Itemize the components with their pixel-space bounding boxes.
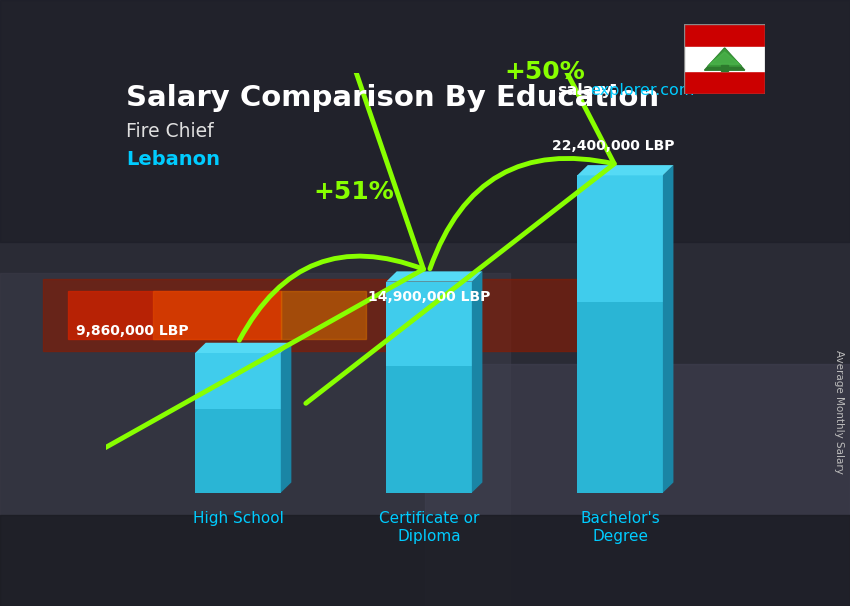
Polygon shape	[196, 343, 292, 353]
Bar	[0, 515, 850, 606]
Text: 9,860,000 LBP: 9,860,000 LBP	[76, 324, 189, 338]
Text: Bachelor's
Degree: Bachelor's Degree	[581, 511, 660, 544]
Text: salary: salary	[558, 83, 612, 98]
Polygon shape	[577, 302, 663, 493]
Text: 14,900,000 LBP: 14,900,000 LBP	[368, 290, 490, 304]
Bar	[280, 291, 366, 339]
Text: Salary Comparison By Education: Salary Comparison By Education	[126, 84, 659, 112]
Bar	[684, 47, 765, 72]
Text: explorer.com: explorer.com	[591, 83, 694, 98]
Text: High School: High School	[193, 511, 283, 527]
FancyArrowPatch shape	[83, 0, 423, 460]
Polygon shape	[710, 52, 740, 64]
Polygon shape	[705, 48, 745, 70]
Polygon shape	[196, 409, 280, 493]
Polygon shape	[663, 165, 673, 493]
Text: 22,400,000 LBP: 22,400,000 LBP	[552, 139, 675, 153]
Bar	[0, 273, 510, 606]
Bar	[42, 279, 595, 351]
FancyArrowPatch shape	[306, 0, 615, 404]
Polygon shape	[472, 271, 483, 493]
Polygon shape	[280, 343, 292, 493]
Bar	[153, 291, 280, 339]
Text: +51%: +51%	[313, 180, 394, 204]
Polygon shape	[386, 366, 472, 493]
Text: Certificate or
Diploma: Certificate or Diploma	[379, 511, 479, 544]
Text: Average Monthly Salary: Average Monthly Salary	[834, 350, 844, 474]
Text: +50%: +50%	[504, 60, 585, 84]
Bar	[684, 72, 765, 94]
Polygon shape	[196, 353, 280, 409]
Polygon shape	[386, 271, 483, 282]
Polygon shape	[577, 165, 673, 175]
Polygon shape	[577, 175, 663, 302]
Bar	[0, 0, 850, 242]
Bar	[722, 65, 728, 72]
Text: Fire Chief: Fire Chief	[126, 122, 213, 141]
Text: Lebanon: Lebanon	[126, 150, 220, 168]
Bar	[425, 364, 850, 606]
Polygon shape	[708, 49, 741, 66]
Polygon shape	[386, 282, 472, 366]
Bar	[684, 24, 765, 47]
Bar	[68, 291, 280, 339]
